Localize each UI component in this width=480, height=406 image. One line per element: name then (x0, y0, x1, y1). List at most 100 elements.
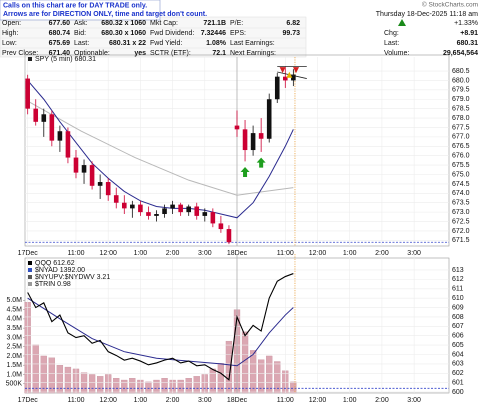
legend-label: $NYUPV:$NYDWV 3.21 (35, 274, 110, 281)
y-tick-label: 680.0 (452, 77, 470, 84)
volume-bar (258, 359, 265, 394)
volume-bar (96, 376, 104, 394)
y2-tick-label: 3.0M (6, 334, 22, 341)
moving-average (27, 297, 294, 367)
volume-bar (88, 374, 96, 394)
x-tick-label: 12:00 (99, 250, 117, 257)
y-tick-label: 613 (452, 267, 464, 274)
candle-body (242, 129, 248, 151)
watermark: © StockCharts.com (422, 1, 478, 9)
candle-body (57, 131, 63, 141)
legend-marker (28, 261, 32, 265)
moving-average (27, 100, 294, 196)
volume-bar (161, 378, 168, 394)
y2-tick-label: 2.0M (6, 353, 22, 360)
quote-label: Next Earnings: (230, 50, 276, 57)
y-tick-label: 602 (452, 370, 464, 377)
candle-body (274, 76, 280, 100)
summary-label: Volume: (384, 50, 409, 57)
quote-value: 675.69 (49, 40, 71, 47)
quote-value: 721.1B (203, 20, 226, 27)
candle-body (210, 212, 216, 224)
y2-tick-label: 5.0M (6, 297, 22, 304)
candle-body (162, 208, 167, 215)
y2-tick-label: 4.5M (6, 306, 22, 313)
y-tick-label: 676.0 (452, 153, 470, 160)
volume-bar (121, 379, 128, 394)
volume-bar (153, 379, 160, 394)
y-tick-label: 672.0 (452, 228, 470, 235)
x-tick-label: 1:00 (343, 397, 357, 404)
legend-marker (28, 275, 32, 279)
y-tick-label: 601 (452, 380, 464, 387)
summary-value: 29,654,564 (443, 50, 478, 57)
x-tick-label: 1:00 (343, 250, 357, 257)
volume-bar (290, 381, 297, 394)
candle-body (218, 223, 224, 230)
x-tick-label: 1:00 (134, 397, 148, 404)
candle-body (49, 114, 55, 141)
x-tick-label: 2:00 (375, 250, 389, 257)
candle-body (202, 212, 208, 216)
x-tick-label: 18Dec (227, 250, 248, 257)
chart-title: SPY (5 min) 680.31 (35, 56, 96, 63)
y-tick-label: 610 (452, 295, 464, 302)
y-tick-label: 611 (452, 286, 463, 293)
summary-value: +8.91 (460, 30, 478, 37)
volume-bar (225, 340, 233, 394)
candle-body (97, 182, 103, 186)
x-tick-label: 3:00 (407, 397, 421, 404)
summary-value: 680.31 (457, 40, 479, 47)
volume-bar (64, 366, 72, 394)
x-tick-label: 17Dec (18, 397, 39, 404)
y2-tick-label: 2.5M (6, 344, 22, 351)
volume-bar (40, 355, 47, 394)
volume-bar (56, 365, 64, 394)
x-tick-label: 11:00 (67, 397, 84, 404)
title-marker (28, 57, 32, 61)
quote-value: 99.73 (282, 30, 300, 37)
legend-marker (28, 282, 32, 286)
volume-bar (241, 331, 249, 394)
candle-body (105, 182, 111, 196)
candle-body (41, 114, 47, 122)
y-tick-label: 674.0 (452, 190, 470, 197)
candle-body (194, 206, 200, 216)
volume-bar (48, 357, 55, 394)
y-tick-label: 603 (452, 361, 464, 368)
volume-bar (266, 355, 273, 394)
candle-body (113, 195, 119, 203)
x-tick-label: 17Dec (18, 250, 39, 257)
volume-bar (185, 378, 192, 394)
quote-label: Optionable: (74, 50, 110, 57)
volume-bar (177, 379, 184, 394)
quote-value: 677.60 (49, 20, 71, 27)
quote-label: Low: (2, 40, 17, 47)
x-tick-label: 2:00 (166, 250, 180, 257)
y-tick-label: 679.5 (452, 87, 470, 94)
candle-body (65, 131, 71, 158)
volume-bar (129, 378, 136, 394)
volume-bar (113, 378, 120, 394)
x-tick-label: 12:00 (309, 250, 327, 257)
quote-label: Prev Close: (2, 50, 38, 57)
candle-body (170, 204, 175, 209)
candle-body (178, 204, 183, 213)
legend-label: $TRIN 0.98 (35, 281, 71, 288)
y-tick-label: 678.0 (452, 115, 470, 122)
change-pct: +1.33% (454, 20, 478, 27)
y-tick-label: 677.0 (452, 134, 470, 141)
quote-label: Open: (2, 20, 21, 27)
candle-body (154, 214, 159, 216)
x-tick-label: 11:00 (277, 250, 294, 257)
y-tick-label: 600 (452, 389, 464, 396)
candle-body (73, 157, 79, 173)
candle-body (186, 206, 191, 213)
x-tick-label: 18Dec (227, 397, 248, 404)
quote-label: Ask: (74, 20, 88, 27)
volume-bar (274, 361, 281, 394)
candle-body (250, 133, 256, 151)
volume-bar (209, 368, 216, 394)
candle-body (25, 78, 30, 109)
x-tick-label: 3:00 (407, 250, 421, 257)
